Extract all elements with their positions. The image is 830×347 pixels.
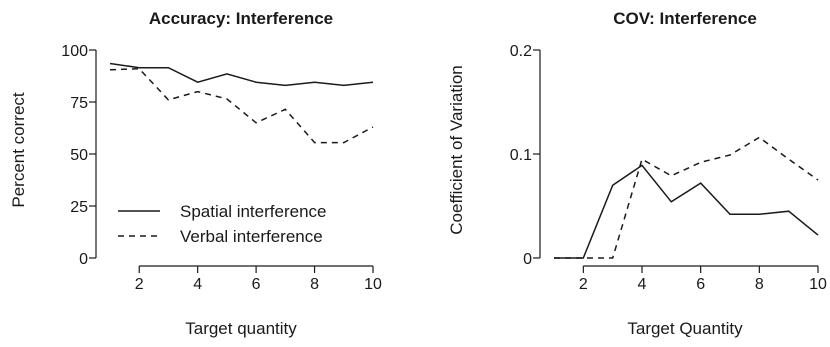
x-tick-label: 4 — [638, 276, 647, 293]
y-tick-label: 25 — [70, 199, 88, 216]
legend-label: Verbal interference — [180, 227, 323, 246]
x-tick-label: 6 — [252, 276, 261, 293]
y-axis-label: Coefficient of Variation — [447, 65, 466, 234]
y-axis-label: Percent correct — [9, 92, 28, 208]
y-tick-label: 0 — [523, 251, 532, 268]
chart-title: COV: Interference — [613, 9, 757, 28]
x-tick-label: 10 — [364, 276, 382, 293]
chart-panel-2: COV: Interference 2 4 6 8 10 Target Quantity 0 0… — [447, 9, 827, 338]
series-line-dashed — [554, 136, 819, 259]
x-tick-label: 8 — [755, 276, 764, 293]
x-tick-label: 4 — [193, 276, 202, 293]
x-tick-label: 6 — [696, 276, 705, 293]
x-axis-label: Target Quantity — [627, 319, 743, 338]
y-tick-label: 0.1 — [510, 147, 532, 164]
x-tick-label: 2 — [135, 276, 144, 293]
y-tick-label: 100 — [61, 43, 88, 60]
chart-panel-1: Accuracy: Interference 2 4 6 8 10 Target quant… — [9, 9, 382, 338]
x-tick-label: 2 — [579, 276, 588, 293]
x-tick-label: 10 — [809, 276, 827, 293]
series-line-solid — [554, 164, 819, 259]
legend-label: Spatial interference — [180, 202, 326, 221]
legend: Spatial interference Verbal interference — [118, 202, 326, 246]
series-line-verbal-interference — [109, 67, 374, 144]
y-tick-label: 50 — [70, 147, 88, 164]
y-tick-label: 75 — [70, 95, 88, 112]
y-tick-label: 0 — [79, 251, 88, 268]
x-tick-label: 8 — [310, 276, 319, 293]
chart-title: Accuracy: Interference — [149, 9, 333, 28]
y-tick-label: 0.2 — [510, 43, 532, 60]
series-line-spatial-interference — [109, 62, 374, 87]
x-axis-label: Target quantity — [185, 319, 297, 338]
